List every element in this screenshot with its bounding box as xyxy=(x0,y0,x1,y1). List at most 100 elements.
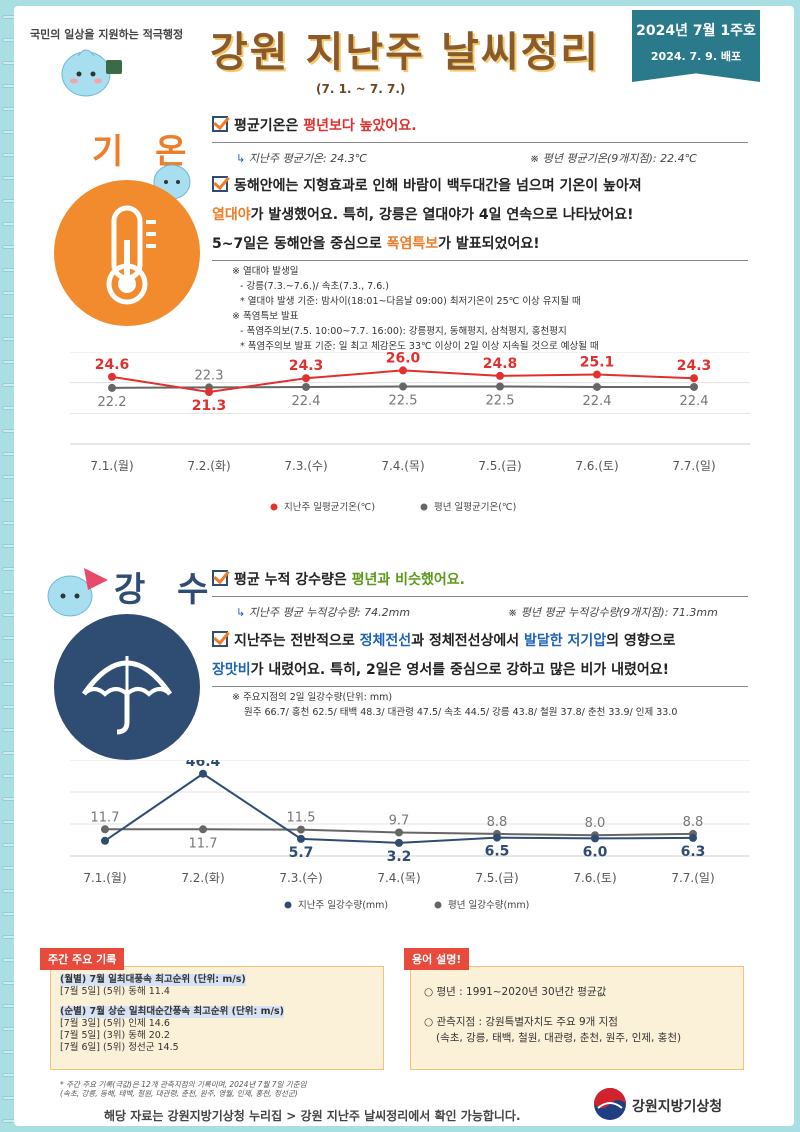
data-point xyxy=(689,833,697,842)
x-tick-label: 7.3.(수) xyxy=(279,871,322,885)
data-point xyxy=(302,382,310,391)
week-label: 2024년 7월 1주호 xyxy=(636,23,756,39)
x-tick-label: 7.4.(목) xyxy=(377,871,420,885)
data-point xyxy=(395,838,403,847)
temperature-chart: 24.6 21.3 24.3 26.0 24.8 25.1 24.3 22.2 22.3 22.4… xyxy=(70,352,750,513)
data-label: 24.3 xyxy=(677,358,712,374)
data-label: 22.2 xyxy=(98,395,127,410)
last-week-avg-temp: ↳ 지난주 평균기온: 24.3℃ xyxy=(236,152,368,165)
data-point xyxy=(199,769,207,778)
source-note: 해당 자료는 강원지방기상청 누리집 > 강원 지난주 날씨정리에서 확인 가능… xyxy=(104,1109,521,1123)
x-tick-label: 7.6.(토) xyxy=(575,459,618,473)
checkbox-icon xyxy=(212,631,228,647)
data-label: 3.2 xyxy=(387,849,412,865)
data-label: 26.0 xyxy=(386,352,421,366)
data-label: 8.8 xyxy=(487,815,508,830)
umbrella-icon xyxy=(54,614,200,760)
divider xyxy=(212,142,748,143)
precipitation-chart: 46.4 5.7 3.2 6.5 6.0 6.3 11.7 11.7 11.5 9.7 8.8 8.0… xyxy=(70,760,750,911)
legend-marker xyxy=(434,901,442,909)
data-label: 11.5 xyxy=(287,811,316,826)
x-tick-label: 7.5.(금) xyxy=(478,459,521,473)
data-label: 9.7 xyxy=(389,813,410,828)
page-title: 강원 지난주 날씨정리 xyxy=(210,28,601,76)
x-tick-label: 7.4.(목) xyxy=(381,459,424,473)
x-tick-label: 7.6.(토) xyxy=(573,871,616,885)
data-label: 6.0 xyxy=(583,844,608,860)
legend-label: 지난주 일강수량(mm) xyxy=(298,899,388,911)
data-label: 24.3 xyxy=(289,358,324,374)
data-point xyxy=(690,374,698,383)
data-point xyxy=(399,366,407,375)
checkbox-icon xyxy=(212,570,228,586)
data-label: 25.1 xyxy=(580,355,615,371)
period: (7. 1. ~ 7. 7.) xyxy=(316,82,406,96)
precip-bullet-2: 지난주는 전반적으로 정체전선과 정체전선상에서 발달한 저기압의 영향으로 장… xyxy=(212,631,676,678)
data-label: 24.6 xyxy=(95,357,130,373)
issue-banner: 2024년 7월 1주호 2024. 7. 9. 배포 xyxy=(632,10,760,82)
legend-label: 평년 일평균기온(℃) xyxy=(434,502,516,513)
divider xyxy=(212,260,748,261)
org-name: 강원지방기상청 xyxy=(632,1099,723,1115)
data-point xyxy=(593,370,601,379)
data-label: 8.0 xyxy=(585,816,606,831)
issue-date: 2024. 7. 9. 배포 xyxy=(650,50,742,63)
x-tick-label: 7.2.(화) xyxy=(181,871,224,885)
data-label: 24.8 xyxy=(483,356,518,372)
x-tick-label: 7.1.(월) xyxy=(90,459,133,473)
temp-bullet-2: 동해안에는 지형효과로 인해 바람이 백두대간을 넘으며 기온이 높아져 열대야… xyxy=(212,176,642,252)
data-point xyxy=(493,833,501,842)
data-point xyxy=(496,382,504,391)
legend-marker xyxy=(284,901,292,909)
legend-marker xyxy=(420,503,428,511)
data-label: 22.4 xyxy=(583,394,612,409)
mascot-umbrella-icon xyxy=(44,562,114,618)
data-point xyxy=(399,382,407,391)
glossary-content: ○ 평년 : 1991~2020년 30년간 평균값 ○ 관측지점 : 강원특별… xyxy=(424,986,682,1044)
glossary-tab: 용어 설명! xyxy=(404,948,470,970)
temp-notes: ※ 열대야 발생일 - 강릉(7.3.~7.6.)/ 속초(7.3., 7.6.… xyxy=(232,266,599,352)
x-tick-label: 7.2.(화) xyxy=(187,459,230,473)
precipitation-heading: 강 수 xyxy=(114,570,219,610)
data-point xyxy=(205,388,213,397)
x-tick-label: 7.5.(금) xyxy=(475,871,518,885)
normal-total-precip: ※ 평년 평균 누적강수량(9개지점): 71.3mm xyxy=(508,606,718,619)
thermometer-icon xyxy=(54,180,200,326)
data-point xyxy=(108,383,116,392)
legend-marker xyxy=(270,503,278,511)
x-tick-label: 7.1.(월) xyxy=(83,871,126,885)
data-label: 46.4 xyxy=(186,760,221,770)
weekly-records-content: (월별) 7월 일최대풍속 최고순위 (단위: m/s) [7월 5일] (5위… xyxy=(60,974,284,1053)
x-tick-label: 7.7.(일) xyxy=(671,871,714,885)
data-point xyxy=(101,836,109,845)
data-point xyxy=(101,825,109,834)
x-tick-label: 7.3.(수) xyxy=(284,459,327,473)
divider xyxy=(212,686,748,687)
data-label: 6.5 xyxy=(485,844,510,860)
last-week-total-precip: ↳ 지난주 평균 누적강수량: 74.2mm xyxy=(236,606,411,619)
weekly-records-tab: 주간 주요 기록 xyxy=(40,948,125,970)
data-point xyxy=(690,382,698,391)
data-label: 8.8 xyxy=(683,815,704,830)
legend-label: 평년 일강수량(mm) xyxy=(448,899,529,911)
legend-label: 지난주 일평균기온(℃) xyxy=(284,502,375,513)
x-tick-label: 7.7.(일) xyxy=(672,459,715,473)
data-label: 11.7 xyxy=(91,810,120,825)
precip-notes: ※ 주요지점의 2일 일강수량(단위: mm) 원주 66.7/ 홍천 62.5… xyxy=(232,692,678,718)
data-point xyxy=(593,382,601,391)
data-point xyxy=(591,834,599,843)
divider xyxy=(212,596,748,597)
records-footnote: * 주간 주요 기록(극값)은 12개 관측지점의 기록이며, 2024년 7월… xyxy=(60,1080,307,1098)
data-label: 5.7 xyxy=(289,845,314,861)
data-point xyxy=(297,834,305,843)
data-label: 6.3 xyxy=(681,844,706,860)
tagline: 국민의 일상을 지원하는 적극행정 xyxy=(30,28,184,41)
data-label: 22.4 xyxy=(292,394,321,409)
data-label: 22.5 xyxy=(389,394,418,409)
data-point xyxy=(297,825,305,834)
data-point xyxy=(395,828,403,837)
checkbox-icon xyxy=(212,176,228,192)
data-label: 21.3 xyxy=(192,398,227,414)
data-point xyxy=(302,374,310,383)
data-label: 22.4 xyxy=(680,394,709,409)
